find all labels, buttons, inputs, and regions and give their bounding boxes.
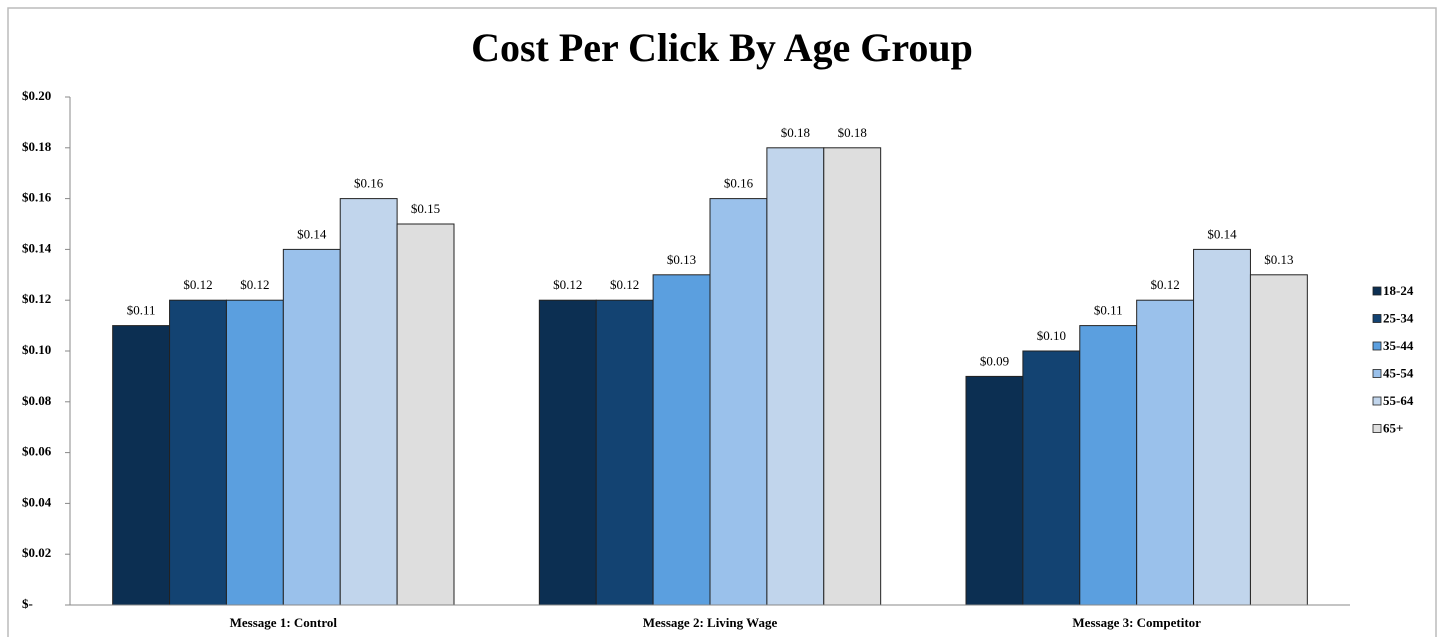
y-tick-label: $0.18	[22, 139, 52, 154]
legend-swatch	[1372, 314, 1382, 323]
data-label: $0.18	[838, 125, 867, 140]
data-label: $0.13	[667, 252, 696, 267]
y-tick-label: $-	[22, 596, 33, 611]
data-label: $0.14	[297, 226, 327, 241]
y-tick-label: $0.12	[22, 291, 51, 306]
y-tick-label: $0.16	[22, 190, 52, 205]
bar	[396, 223, 455, 606]
x-tick-label: Message 3: Competitor	[1072, 615, 1201, 630]
bar	[1022, 350, 1081, 606]
x-tick-label: Message 2: Living Wage	[643, 615, 778, 630]
legend-swatch	[1372, 286, 1382, 296]
bar	[766, 147, 825, 606]
legend-label: 45-54	[1383, 365, 1414, 380]
bar	[823, 147, 882, 606]
data-label: $0.12	[240, 277, 269, 292]
bar	[282, 248, 341, 606]
bar	[1079, 325, 1138, 606]
y-tick-label: $0.20	[22, 88, 51, 103]
data-label: $0.12	[553, 277, 582, 292]
data-label: $0.12	[1150, 277, 1179, 292]
y-tick-label: $0.04	[22, 494, 52, 509]
bar	[169, 299, 227, 606]
data-label: $0.11	[1094, 303, 1123, 318]
x-tick-label: Message 1: Control	[230, 615, 338, 630]
bar	[1193, 248, 1251, 606]
legend-label: 55-64	[1383, 393, 1414, 408]
y-tick-label: $0.10	[22, 342, 51, 357]
bar	[1249, 274, 1308, 606]
bar	[225, 299, 284, 606]
legend-label: 18-24	[1383, 283, 1414, 298]
legend-swatch	[1372, 341, 1382, 351]
bar	[1136, 299, 1195, 606]
data-label: $0.13	[1264, 252, 1293, 267]
data-label: $0.15	[411, 201, 440, 216]
y-tick-label: $0.08	[22, 393, 52, 408]
data-label: $0.16	[724, 176, 754, 191]
legend-swatch	[1372, 396, 1382, 406]
bar	[595, 299, 654, 606]
data-label: $0.12	[610, 277, 639, 292]
bar	[652, 274, 711, 606]
data-label: $0.09	[980, 353, 1009, 368]
data-label: $0.18	[781, 125, 810, 140]
legend-label: 35-44	[1383, 338, 1414, 353]
legend-swatch	[1372, 424, 1382, 433]
data-label: $0.11	[127, 303, 156, 318]
bar	[965, 375, 1024, 606]
chart-title: Cost Per Click By Age Group	[471, 25, 973, 70]
legend-swatch	[1372, 369, 1382, 378]
bar	[112, 325, 171, 606]
data-label: $0.14	[1207, 226, 1237, 241]
data-label: $0.16	[354, 176, 384, 191]
legend-label: 65+	[1383, 420, 1403, 435]
y-tick-label: $0.06	[22, 444, 52, 459]
legend-label: 25-34	[1383, 310, 1414, 325]
bar	[538, 299, 597, 606]
bar	[709, 198, 768, 606]
data-label: $0.12	[183, 277, 212, 292]
y-tick-label: $0.14	[22, 240, 52, 255]
bar	[339, 198, 398, 606]
y-tick-label: $0.02	[22, 545, 51, 560]
data-label: $0.10	[1037, 328, 1066, 343]
